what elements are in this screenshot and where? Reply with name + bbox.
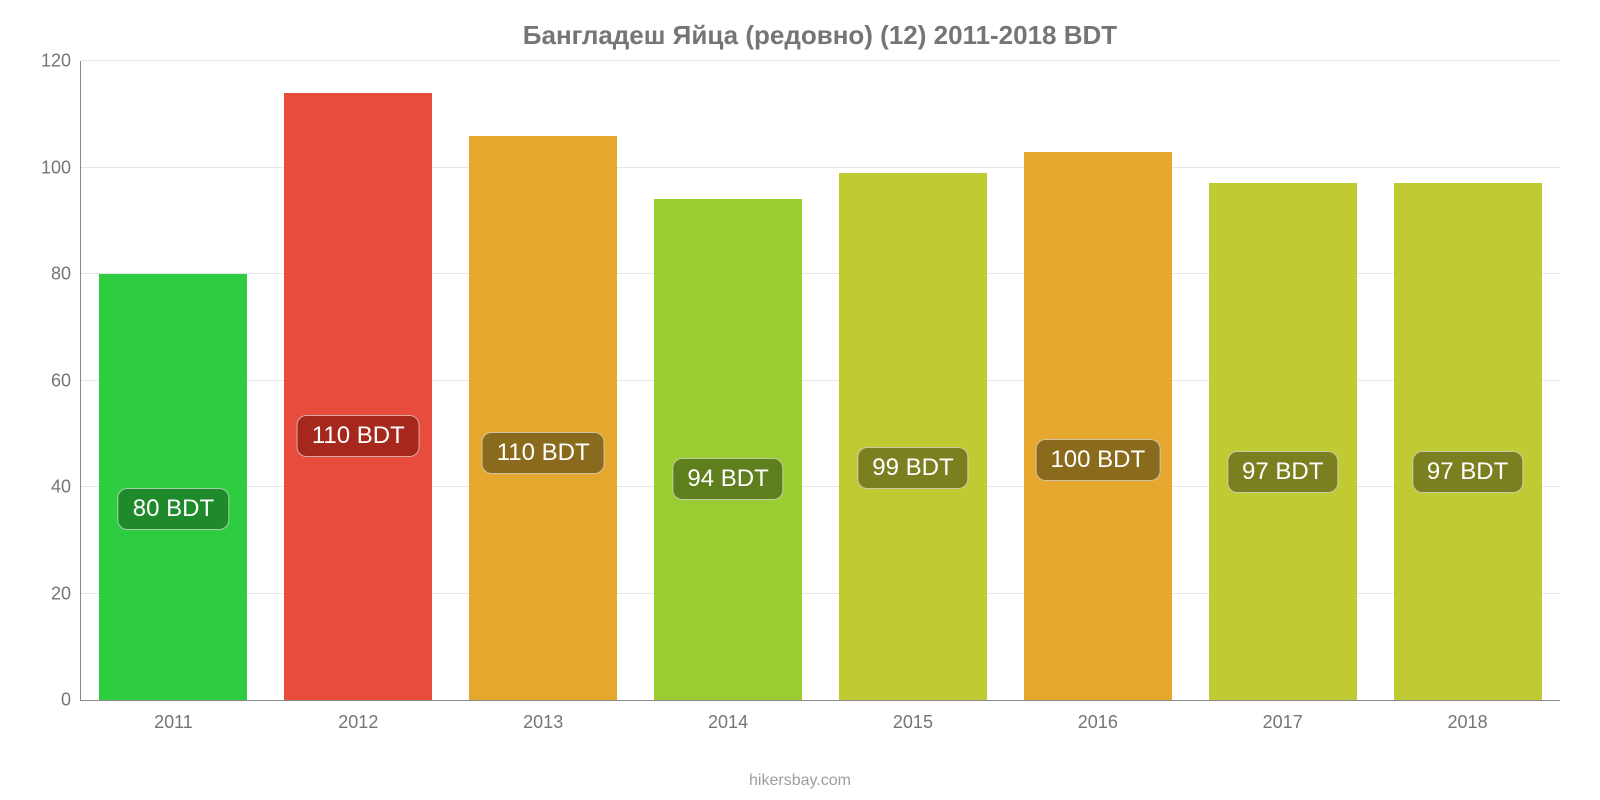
bars-row: 80 BDT2011110 BDT2012110 BDT201394 BDT20… <box>81 61 1560 700</box>
xtick-label: 2015 <box>893 700 933 733</box>
bar: 97 BDT <box>1394 183 1542 700</box>
bar-slot: 100 BDT2016 <box>1005 61 1190 700</box>
bar-slot: 94 BDT2014 <box>636 61 821 700</box>
bar-value-badge: 97 BDT <box>1227 451 1338 493</box>
bar-value-badge: 80 BDT <box>118 488 229 530</box>
xtick-label: 2017 <box>1263 700 1303 733</box>
bar-value-badge: 100 BDT <box>1035 439 1160 481</box>
plot-area: 02040608010012080 BDT2011110 BDT2012110 … <box>80 61 1560 701</box>
bar-slot: 97 BDT2017 <box>1190 61 1375 700</box>
ytick-label: 40 <box>51 477 81 498</box>
ytick-label: 100 <box>41 157 81 178</box>
bar-value-badge: 99 BDT <box>857 447 968 489</box>
chart-title: Бангладеш Яйца (редовно) (12) 2011-2018 … <box>80 20 1560 51</box>
bar-slot: 110 BDT2012 <box>266 61 451 700</box>
ytick-label: 20 <box>51 583 81 604</box>
bar-value-badge: 94 BDT <box>672 458 783 500</box>
bar: 97 BDT <box>1209 183 1357 700</box>
bar-slot: 110 BDT2013 <box>451 61 636 700</box>
bar: 80 BDT <box>99 274 247 700</box>
bar-slot: 99 BDT2015 <box>821 61 1006 700</box>
footer-credit: hikersbay.com <box>749 772 851 790</box>
xtick-label: 2012 <box>338 700 378 733</box>
bar-slot: 80 BDT2011 <box>81 61 266 700</box>
xtick-label: 2018 <box>1448 700 1488 733</box>
ytick-label: 60 <box>51 370 81 391</box>
bar-chart: Бангладеш Яйца (редовно) (12) 2011-2018 … <box>0 0 1600 800</box>
bar-slot: 97 BDT2018 <box>1375 61 1560 700</box>
bar-value-badge: 110 BDT <box>482 432 605 474</box>
xtick-label: 2011 <box>154 700 193 733</box>
bar: 99 BDT <box>839 173 987 700</box>
bar: 100 BDT <box>1024 152 1172 700</box>
bar: 110 BDT <box>284 93 432 700</box>
ytick-label: 0 <box>61 690 81 711</box>
xtick-label: 2013 <box>523 700 563 733</box>
bar: 94 BDT <box>654 199 802 700</box>
ytick-label: 120 <box>41 51 81 72</box>
bar: 110 BDT <box>469 136 617 700</box>
xtick-label: 2014 <box>708 700 748 733</box>
bar-value-badge: 97 BDT <box>1412 451 1523 493</box>
xtick-label: 2016 <box>1078 700 1118 733</box>
bar-value-badge: 110 BDT <box>297 415 420 457</box>
ytick-label: 80 <box>51 264 81 285</box>
